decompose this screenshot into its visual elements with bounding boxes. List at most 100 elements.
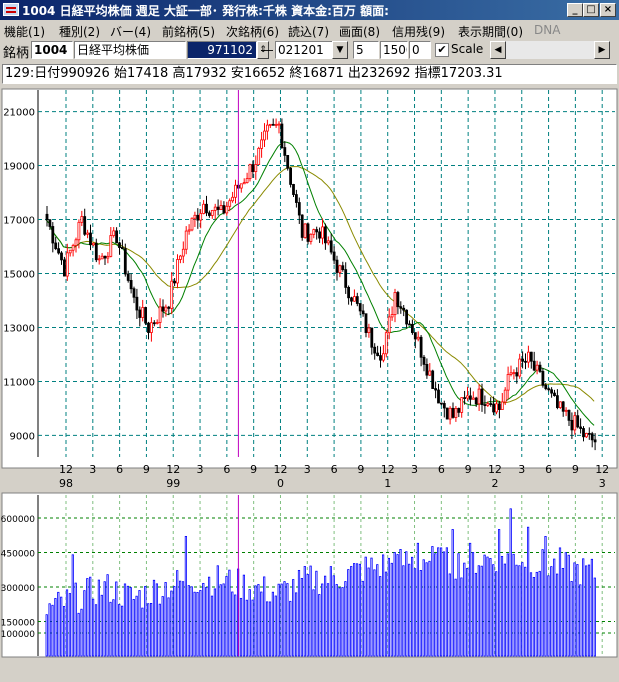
candle-body (379, 355, 382, 361)
volume-bar (480, 565, 483, 657)
menu-function[interactable]: 機能(1) (4, 25, 45, 39)
month-tick-label: 12 (381, 463, 395, 476)
scale-checkbox[interactable]: ✔ (435, 43, 449, 57)
minimize-button[interactable]: _ (567, 3, 583, 17)
volume-bar (216, 565, 219, 657)
volume-bar (187, 585, 190, 657)
price-tick-label: 21000 (3, 108, 35, 119)
scroll-right-button[interactable]: ▶ (594, 41, 610, 59)
param2-field[interactable]: 1500 (380, 41, 408, 59)
candle-body (74, 239, 78, 246)
candle-body (361, 310, 365, 315)
candle-body (129, 280, 133, 290)
param3-field[interactable]: 0 (409, 41, 431, 59)
menu-load[interactable]: 読込(7) (288, 25, 329, 39)
menu-next-stock[interactable]: 次銘柄(6) (226, 25, 279, 39)
month-tick-label: 3 (411, 463, 418, 476)
month-tick-label: 3 (197, 463, 204, 476)
volume-bar (315, 570, 318, 657)
candle-body (207, 212, 211, 216)
candle-body (335, 259, 339, 273)
date-from-field[interactable]: 971102 (187, 41, 257, 59)
param1-field[interactable]: 5 (353, 41, 379, 59)
volume-bar (164, 582, 167, 657)
close-button[interactable]: × (600, 3, 616, 17)
scroll-left-button[interactable]: ◀ (490, 41, 506, 59)
candle-body (547, 388, 551, 391)
volume-bar (92, 598, 95, 657)
volume-bar (416, 542, 420, 657)
candle-body (121, 247, 124, 250)
volume-bar (126, 585, 129, 657)
volume-bar (176, 570, 179, 657)
candle-body (77, 221, 81, 241)
volume-bar (286, 583, 289, 657)
horizontal-scrollbar-track[interactable] (506, 41, 594, 59)
volume-tick-label: 450000 (1, 550, 36, 560)
candle-body (431, 370, 435, 389)
volume-bar (280, 583, 283, 657)
menu-screen[interactable]: 画面(8) (339, 25, 380, 39)
volume-bar (193, 591, 196, 657)
volume-bar (483, 554, 486, 657)
menu-bar-type[interactable]: バー(4) (110, 25, 151, 39)
volume-bar (344, 581, 347, 657)
volume-bar (257, 584, 260, 657)
candle-body (558, 401, 562, 408)
volume-bar (425, 562, 428, 657)
volume-bar (121, 605, 124, 657)
volume-bar (100, 594, 103, 657)
menu-dna: DNA (534, 23, 561, 37)
candle-body (234, 184, 237, 198)
candle-body (265, 124, 269, 132)
menu-prev-stock[interactable]: 前銘柄(5) (162, 25, 215, 39)
price-tick-label: 11000 (3, 377, 35, 388)
volume-bar (445, 547, 449, 657)
candle-body (283, 147, 287, 156)
candle-body (321, 226, 324, 239)
volume-bar (332, 575, 335, 657)
volume-bar (97, 579, 100, 657)
volume-bar (497, 529, 501, 657)
volume-bar (529, 572, 533, 657)
candle-body (587, 432, 591, 435)
stock-name-field[interactable]: 日経平均株価 (74, 41, 186, 59)
candle-body (173, 280, 177, 284)
volume-bar (399, 549, 402, 657)
candle-body (277, 123, 281, 126)
menu-type[interactable]: 種別(2) (59, 25, 100, 39)
candle-body (239, 183, 243, 189)
candle-body (460, 397, 464, 413)
date-dropdown-button[interactable]: ▼ (332, 41, 348, 59)
chevron-down-icon: ▼ (336, 45, 344, 55)
volume-bar (231, 591, 234, 657)
stock-code-field[interactable]: 1004 (31, 41, 73, 59)
candle-body (396, 292, 400, 308)
volume-bar (181, 581, 185, 657)
volume-bar (309, 565, 312, 657)
volume-bar (260, 591, 263, 657)
menu-margin[interactable]: 信用残(9) (392, 25, 445, 39)
date-to-field[interactable]: 021201 (275, 41, 333, 59)
candle-body (315, 229, 319, 233)
title-bar[interactable]: 1004 日経平均株価 週足 大証一部･ 発行株:千株 資本金:百万 額面: _… (0, 0, 619, 20)
maximize-button[interactable]: □ (583, 3, 599, 17)
candle-body (199, 213, 203, 221)
candle-body (332, 251, 336, 261)
volume-bar (318, 594, 321, 657)
candle-body (413, 332, 417, 340)
menu-display-period[interactable]: 表示期間(0) (458, 25, 523, 39)
candle-body (405, 309, 409, 325)
volume-bar (112, 599, 115, 657)
candle-body (442, 403, 446, 409)
date-spin-button[interactable]: ⇕ (257, 41, 269, 59)
candle-body (445, 407, 449, 420)
volume-bar (367, 567, 370, 657)
volume-bar (83, 590, 86, 657)
candle-body (135, 296, 139, 311)
app-icon[interactable] (3, 3, 19, 16)
month-tick-label: 9 (572, 463, 579, 476)
candle-body (419, 336, 423, 358)
